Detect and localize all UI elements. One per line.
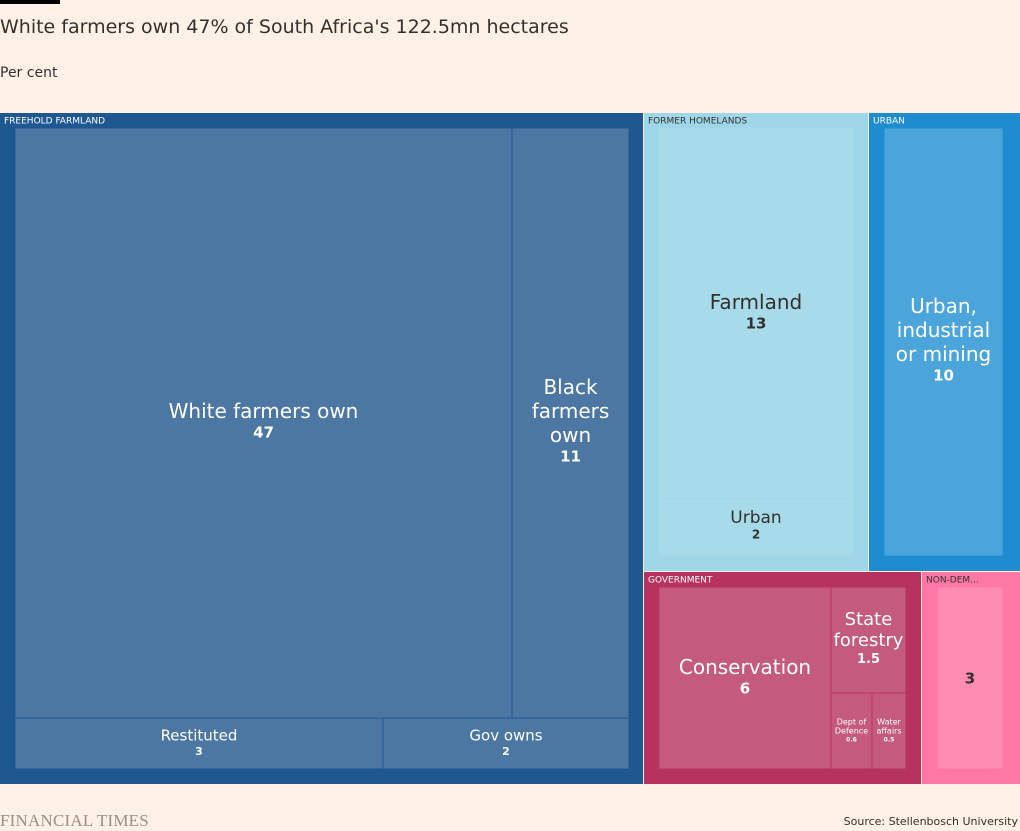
leaf-value: 3 [195,745,203,758]
leaf-white-farmers-own [14,127,513,719]
leaf-label: Defence [835,727,868,736]
leaf-label: farmers [532,399,610,423]
leaf-label: Conservation [679,655,811,679]
leaf-restituted [14,717,384,770]
group-label: FREEHOLD FARMLAND [4,117,105,127]
leaf-urban [658,498,854,557]
leaf-label: forestry [834,630,904,651]
leaf-value: 10 [933,366,954,384]
leaf-black-farmers-own [511,127,630,719]
leaf-label: Urban [730,508,781,528]
leaf-label: Black [543,375,598,399]
leaf-state-forestry [830,586,907,694]
group-non-dem: NON-DEM... 3 [922,572,1020,784]
leaf-value: 3 [965,669,975,687]
leaf-label: Restituted [161,727,238,745]
leaf-label: Water [877,718,901,727]
chart-title: White farmers own 47% of South Africa's … [0,16,569,38]
source-note: Source: Stellenbosch University [843,815,1018,828]
group-label: FORMER HOMELANDS [648,117,747,127]
leaf-value: 11 [560,447,581,465]
group-label: NON-DEM... [926,576,979,586]
leaf-value: 2 [752,527,760,541]
leaf-urban-industrial-or-mining [883,127,1004,557]
leaf-dept-of-defence [830,692,873,770]
leaf-label: Farmland [710,290,802,314]
leaf-label: Gov owns [469,727,542,745]
leaf-label: State [845,609,893,630]
leaf-label: own [550,423,591,447]
financial-times-logo: FINANCIAL TIMES [0,811,149,830]
leaf-label: White farmers own [169,399,359,423]
leaf-value: 47 [253,423,274,441]
chart-subtitle: Per cent [0,65,58,81]
leaf-label: affairs [877,727,902,736]
leaf-value: 0.5 [884,736,895,743]
leaf-farmland [658,127,854,500]
ft-top-bar [0,0,60,4]
leaf-water-affairs [871,692,907,770]
leaf-non-dem [936,586,1004,770]
leaf-conservation [658,586,832,770]
leaf-gov-owns [382,717,630,770]
group-label: GOVERNMENT [648,576,713,586]
leaf-value: 0.6 [846,736,857,743]
leaf-label: or mining [896,342,991,366]
leaf-value: 1.5 [857,652,880,667]
leaf-label: Urban, [910,294,977,318]
leaf-value: 13 [746,314,767,332]
leaf-value: 6 [740,679,750,697]
leaf-value: 2 [502,745,510,758]
leaf-label: industrial [897,318,990,342]
leaf-label: Dept of [837,718,867,727]
group-label: URBAN [873,117,905,127]
